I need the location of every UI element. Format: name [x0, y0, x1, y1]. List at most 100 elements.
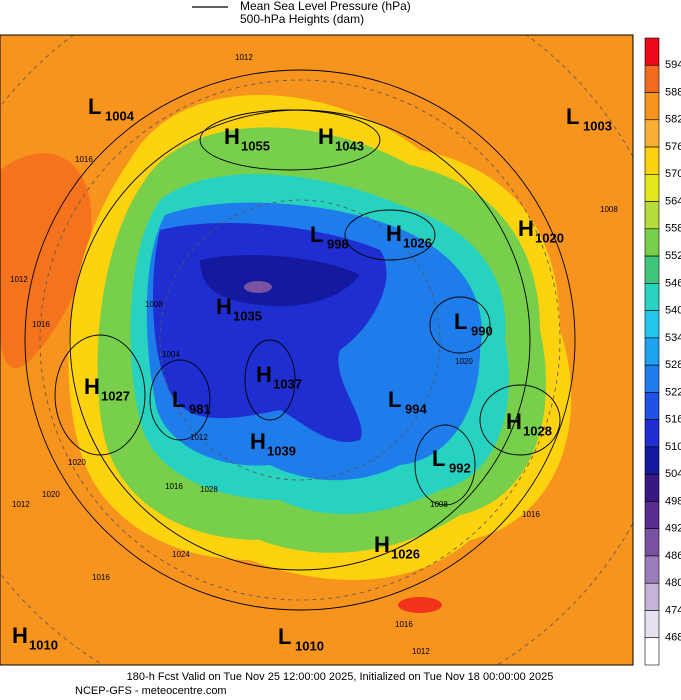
shade — [244, 281, 272, 293]
center-type: H — [216, 294, 232, 319]
center-type: H — [250, 429, 266, 454]
center-pressure: 1028 — [523, 423, 552, 438]
colorbar-swatch — [644, 174, 660, 202]
center-pressure: 1004 — [105, 108, 135, 123]
footer-source: NCEP-GFS - meteocentre.com — [75, 685, 227, 697]
isobar-label: 1016 — [32, 320, 50, 329]
latitude-circle — [39, 79, 561, 601]
colorbar-swatch — [644, 419, 660, 448]
colorbar-label: 570 — [665, 168, 681, 180]
colorbar-label: 582 — [665, 114, 681, 126]
colorbar-label: 504 — [665, 468, 681, 480]
center-pressure: 1003 — [583, 118, 612, 133]
center-type: H — [12, 623, 28, 648]
colorbar-swatch — [644, 364, 660, 393]
isobar-label: 1016 — [522, 510, 540, 519]
center-type: L — [566, 104, 579, 129]
center-type: L — [432, 446, 445, 471]
colorbar-swatch — [644, 637, 660, 666]
isobar — [24, 69, 576, 611]
center-type: L — [310, 222, 323, 247]
isobar — [244, 339, 296, 421]
colorbar-swatch — [644, 582, 660, 611]
center-type: H — [374, 532, 390, 557]
isobar-label: 1020 — [455, 357, 473, 366]
center-pressure: 1026 — [403, 235, 432, 250]
colorbar-swatch — [644, 201, 660, 230]
colorbar-swatch — [644, 310, 660, 339]
footer-valid: 180-h Fcst Valid on Tue Nov 25 12:00:00 … — [127, 671, 554, 683]
colorbar-label: 546 — [665, 277, 681, 289]
center-type: H — [224, 124, 240, 149]
isobar-label: 1016 — [92, 573, 110, 582]
isobar-label: 1020 — [42, 490, 60, 499]
center-pressure: 1010 — [29, 637, 58, 652]
isobar-label: 1024 — [172, 550, 190, 559]
colorbar-label: 528 — [665, 359, 681, 371]
colorbar-label: 552 — [665, 250, 681, 262]
colorbar-swatch — [644, 392, 660, 420]
isobar — [479, 384, 561, 456]
center-pressure: 992 — [449, 460, 471, 475]
colorbar-swatch — [644, 528, 660, 557]
colorbar-label: 558 — [665, 223, 681, 235]
shade — [398, 597, 442, 613]
colorbar-swatch — [644, 337, 660, 366]
colorbar-swatch — [644, 446, 660, 475]
center-pressure: 1039 — [267, 443, 296, 458]
colorbar-label: 516 — [665, 414, 681, 426]
colorbar-label: 534 — [665, 332, 681, 344]
center-type: L — [388, 387, 401, 412]
colorbar-swatch — [644, 92, 660, 121]
isobar-label: 1028 — [200, 485, 218, 494]
colorbar-swatch — [644, 146, 660, 175]
colorbar-swatch — [644, 119, 660, 148]
colorbar-swatch — [644, 283, 660, 311]
colorbar-label: 474 — [665, 604, 681, 616]
colorbar-swatch — [644, 555, 660, 584]
isobar-label: 1020 — [68, 458, 86, 467]
center-pressure: 1043 — [335, 138, 364, 153]
map-frame — [0, 34, 634, 666]
isobar-label: 1016 — [165, 482, 183, 491]
center-type: L — [172, 387, 185, 412]
isobar-label: 1012 — [10, 275, 28, 284]
isobar — [199, 109, 381, 171]
center-pressure: 990 — [471, 323, 493, 338]
center-pressure: 1035 — [233, 308, 262, 323]
center-type: H — [518, 216, 534, 241]
colorbar-label: 540 — [665, 305, 681, 317]
isobar — [54, 334, 146, 456]
colorbar-label: 522 — [665, 386, 681, 398]
isobar — [414, 424, 476, 506]
isobar-label: 1012 — [412, 647, 430, 656]
center-pressure: 998 — [327, 236, 349, 251]
legend-heights: 500-hPa Heights (dam) — [240, 12, 364, 26]
isobar-label: 1012 — [12, 500, 30, 509]
isobar-label: 1008 — [145, 300, 163, 309]
center-pressure: 994 — [405, 401, 427, 416]
colorbar-swatch — [644, 473, 660, 502]
legend-mslp: Mean Sea Level Pressure (hPa) — [240, 0, 411, 13]
colorbar-swatch — [644, 37, 660, 66]
colorbar-label: 588 — [665, 86, 681, 98]
isobar-label: 1004 — [162, 350, 180, 359]
colorbar-swatch — [644, 228, 660, 257]
shade — [200, 255, 360, 307]
colorbar-swatch — [644, 64, 660, 93]
center-type: H — [506, 409, 522, 434]
center-pressure: 1026 — [391, 546, 420, 561]
colorbar-label: 510 — [665, 441, 681, 453]
colorbar-label: 594 — [665, 59, 681, 71]
colorbar-label: 486 — [665, 550, 681, 562]
shade — [0, 153, 92, 369]
center-pressure: 1020 — [535, 230, 564, 245]
center-pressure: 1037 — [273, 376, 302, 391]
colorbar-label: 576 — [665, 141, 681, 153]
center-type: L — [454, 309, 467, 334]
isobar-label: 1016 — [395, 620, 413, 629]
colorbar-swatch — [644, 255, 660, 284]
center-type: H — [386, 221, 402, 246]
